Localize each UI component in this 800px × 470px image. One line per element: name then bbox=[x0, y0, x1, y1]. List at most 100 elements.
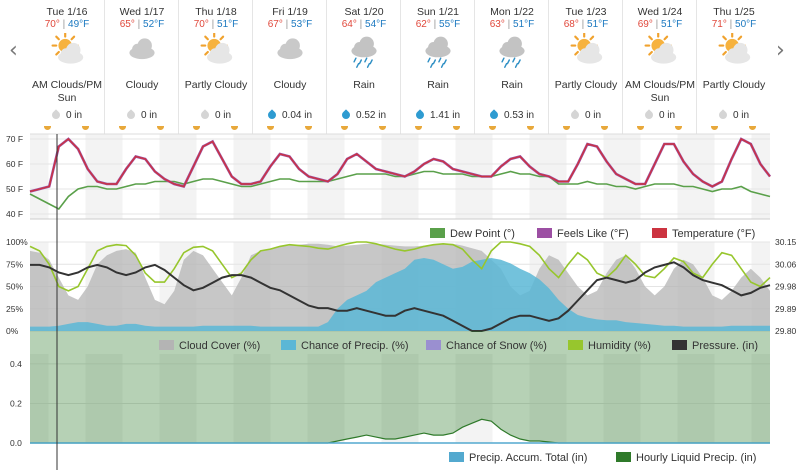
sun-cloud-icon bbox=[200, 33, 233, 64]
chance-precip-area bbox=[30, 258, 770, 331]
night-band bbox=[696, 354, 715, 443]
day-temps: 63° | 51°F bbox=[489, 19, 535, 30]
high-temp: 68° bbox=[563, 19, 579, 30]
high-temp: 69° bbox=[637, 19, 653, 30]
day-precip: 0 in bbox=[623, 109, 697, 122]
y-tick-label: 60 F bbox=[6, 159, 23, 169]
day-precip: 1.41 in bbox=[401, 109, 475, 122]
y-tick-label-right: 30.15 bbox=[775, 237, 797, 247]
day-temps: 62° | 55°F bbox=[415, 19, 461, 30]
night-band bbox=[159, 134, 178, 219]
legend-item: Humidity (%) bbox=[568, 340, 651, 352]
temperature-line bbox=[29, 138, 771, 193]
legend-label: Chance of Snow (%) bbox=[446, 340, 547, 352]
night-band bbox=[30, 134, 49, 219]
cloud-shape bbox=[577, 42, 603, 64]
day-date: Fri 1/19 bbox=[272, 6, 308, 18]
cloud-shape bbox=[129, 38, 155, 60]
night-band bbox=[529, 354, 548, 443]
night-band bbox=[104, 134, 123, 219]
day-date: Wed 1/24 bbox=[637, 6, 683, 18]
forecast-days-strip: Tue 1/16 70° | 49°F AM Clouds/PM Sun 0 in We… bbox=[30, 0, 770, 134]
cloud-shape bbox=[207, 42, 233, 64]
night-band bbox=[381, 134, 400, 219]
legend-swatch bbox=[672, 340, 687, 350]
night-band bbox=[104, 354, 123, 443]
precip-amount: 0.53 in bbox=[503, 110, 535, 121]
y-tick-label: 0% bbox=[6, 326, 19, 336]
night-band bbox=[751, 134, 770, 219]
night-band bbox=[307, 134, 326, 219]
sunrise-icon bbox=[341, 126, 348, 130]
low-temp: 51°F bbox=[217, 19, 239, 30]
next-days-chevron-right-icon[interactable]: › bbox=[776, 38, 785, 63]
night-band bbox=[252, 134, 271, 219]
sunrise-icon bbox=[119, 126, 126, 130]
legend-swatch bbox=[616, 452, 631, 462]
cloud-icon bbox=[129, 38, 155, 60]
day-column[interactable]: Sat 1/20 64° | 54°F Rain 0.52 in bbox=[326, 0, 401, 134]
day-temps: 65° | 52°F bbox=[119, 19, 165, 30]
previous-days-chevron-left-icon[interactable]: ‹ bbox=[9, 38, 18, 63]
legend-label: Precip. Accum. Total (in) bbox=[469, 452, 587, 464]
night-band bbox=[677, 134, 696, 219]
day-column[interactable]: Thu 1/25 71° | 50°F Partly Cloudy 0 in bbox=[696, 0, 771, 134]
precip-amount: 0 in bbox=[65, 110, 83, 121]
legend-swatch bbox=[426, 340, 441, 350]
legend-swatch bbox=[281, 340, 296, 350]
day-column[interactable]: Mon 1/22 63° | 51°F Rain 0.53 in bbox=[474, 0, 549, 134]
y-tick-label: 50 F bbox=[6, 184, 23, 194]
legend-label: Chance of Precip. (%) bbox=[301, 340, 409, 352]
day-column[interactable]: Tue 1/23 68° | 51°F Partly Cloudy 0 in bbox=[548, 0, 623, 134]
sunrise-icon bbox=[489, 126, 496, 130]
day-precip: 0.53 in bbox=[475, 109, 549, 122]
night-band bbox=[455, 134, 474, 219]
cloud-shape bbox=[499, 36, 525, 58]
day-column[interactable]: Sun 1/21 62° | 55°F Rain 1.41 in bbox=[400, 0, 475, 134]
night-band bbox=[455, 354, 474, 443]
day-condition: Partly Cloudy bbox=[184, 79, 248, 91]
day-precip: 0 in bbox=[549, 109, 623, 122]
day-column[interactable]: Tue 1/16 70° | 49°F AM Clouds/PM Sun 0 in bbox=[30, 0, 104, 134]
precip-amount: 0 in bbox=[658, 110, 676, 121]
legend-item: Chance of Precip. (%) bbox=[281, 340, 409, 352]
cloud-icon bbox=[277, 38, 303, 60]
sunrise-icon bbox=[563, 126, 570, 130]
day-column[interactable]: Wed 1/24 69° | 51°F AM Clouds/PM Sun 0 in bbox=[622, 0, 697, 134]
y-tick-label: 40 F bbox=[6, 209, 23, 219]
low-temp: 54°F bbox=[365, 19, 387, 30]
legend-item: Temperature (°F) bbox=[652, 228, 755, 240]
sunset-icon bbox=[379, 126, 386, 130]
day-temps: 67° | 53°F bbox=[267, 19, 313, 30]
sunset-icon bbox=[305, 126, 312, 130]
day-condition: Partly Cloudy bbox=[702, 79, 766, 91]
precip-amount: 0 in bbox=[140, 110, 158, 121]
day-column[interactable]: Thu 1/18 70° | 51°F Partly Cloudy 0 in bbox=[178, 0, 253, 134]
y-tick-label: 25% bbox=[6, 304, 23, 314]
day-column[interactable]: Wed 1/17 65° | 52°F Cloudy 0 in bbox=[104, 0, 179, 134]
legend-label: Feels Like (°F) bbox=[557, 228, 629, 240]
day-precip: 0 in bbox=[30, 109, 104, 122]
sunrise-icon bbox=[637, 126, 644, 130]
day-column[interactable]: Fri 1/19 67° | 53°F Cloudy 0.04 in bbox=[252, 0, 327, 134]
high-temp: 64° bbox=[341, 19, 357, 30]
night-band bbox=[326, 354, 345, 443]
low-temp: 51°F bbox=[661, 19, 683, 30]
night-band bbox=[622, 134, 641, 219]
legend-swatch bbox=[159, 340, 174, 350]
legend-swatch bbox=[449, 452, 464, 462]
y-tick-label-right: 29.89 bbox=[775, 304, 797, 314]
cloud-shape bbox=[277, 38, 303, 60]
cloud-shape bbox=[425, 36, 451, 58]
legend-label: Dew Point (°) bbox=[450, 228, 515, 240]
day-temps: 64° | 54°F bbox=[341, 19, 387, 30]
night-band bbox=[603, 134, 622, 219]
pressure-line bbox=[30, 261, 771, 332]
high-temp: 67° bbox=[267, 19, 283, 30]
day-temps: 68° | 51°F bbox=[563, 19, 609, 30]
sun-cloud-icon bbox=[718, 33, 751, 64]
day-condition: AM Clouds/PM Sun bbox=[31, 79, 103, 104]
rain-icon bbox=[351, 36, 377, 68]
night-band bbox=[233, 354, 252, 443]
sunset-icon bbox=[675, 126, 682, 130]
